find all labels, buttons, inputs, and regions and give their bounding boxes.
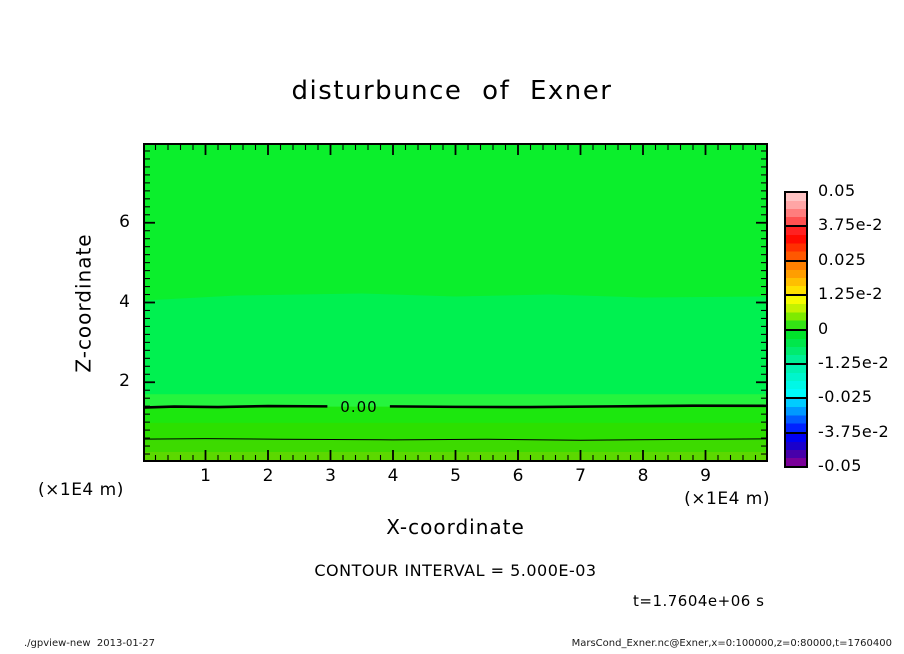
x-tick-label: 6 (512, 466, 524, 486)
contour-plot-area: 0.00 (142, 143, 769, 462)
footer-command-text: ./gpview-new 2013-01-27 (24, 638, 156, 649)
y-tick-label: 4 (119, 291, 130, 312)
y-axis-unit-label: (×1E4 m) (38, 480, 124, 500)
x-axis-unit-label: (×1E4 m) (684, 489, 770, 509)
x-tick-label: 9 (700, 466, 711, 486)
y-tick-label: 2 (119, 371, 130, 392)
x-tick-label: 5 (450, 466, 461, 486)
contour-interval-note: CONTOUR INTERVAL = 5.000E-03 (314, 561, 597, 580)
x-tick-label: 8 (637, 466, 649, 486)
y-tick-label: 6 (119, 211, 130, 232)
zero-contour-line (389, 404, 769, 409)
colorbar-tick-label: -0.05 (818, 456, 862, 476)
x-tick-label: 2 (262, 466, 274, 486)
axis-ticks (145, 145, 766, 460)
chart-title: disturbunce of Exner (291, 76, 613, 106)
plot-frame (143, 143, 768, 462)
y-axis-title-text: Z-coordinate (72, 232, 96, 373)
time-annotation: t=1.7604e+06 s (633, 592, 765, 610)
x-tick-label: 1 (200, 466, 211, 486)
colorbar-tick-label: 0.025 (818, 249, 867, 269)
colorbar-segment (786, 330, 806, 365)
colorbar-tick-label: -1.25e-2 (818, 353, 890, 372)
contour-line (142, 438, 769, 441)
colorbar-segment (786, 193, 806, 228)
zero-contour-label: 0.00 (340, 398, 377, 416)
colorbar-tick-label: 0.05 (818, 181, 856, 200)
colorbar-segment (786, 433, 806, 467)
colorbar-segment (786, 296, 806, 331)
colorbar-tick-label: 3.75e-2 (818, 215, 883, 235)
colorbar-segment (786, 227, 806, 262)
zero-contour-line (142, 404, 328, 409)
colorbar-tick-label: -0.025 (818, 387, 873, 407)
colorbar-tick-label: 0 (818, 318, 829, 338)
fill-bands (143, 143, 768, 462)
x-tick-label: 3 (325, 466, 336, 486)
x-axis-title: X-coordinate (386, 515, 525, 539)
footer-source-text: MarsCond_Exner.nc@Exner,x=0:100000,z=0:8… (571, 638, 892, 649)
colorbar-segment (786, 364, 806, 400)
colorbar-tick-label: -3.75e-2 (818, 421, 890, 441)
plot-canvas: 0.00 (142, 143, 769, 462)
colorbar (784, 191, 808, 469)
colorbar-tick-label: 1.25e-2 (818, 284, 883, 304)
colorbar-segment (786, 261, 806, 297)
x-tick-label: 4 (387, 466, 399, 486)
x-tick-label: 7 (575, 466, 586, 486)
colorbar-segment (786, 399, 806, 434)
